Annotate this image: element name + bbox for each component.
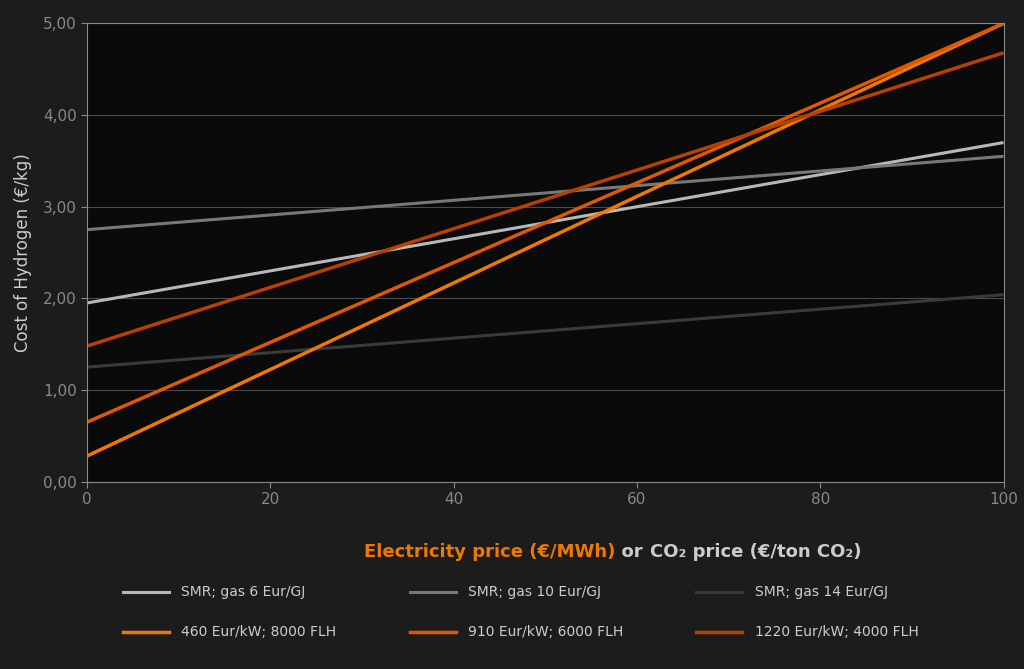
Text: SMR; gas 6 Eur/GJ: SMR; gas 6 Eur/GJ <box>181 585 305 599</box>
Text: 460 Eur/kW; 8000 FLH: 460 Eur/kW; 8000 FLH <box>181 626 336 639</box>
Text: or: or <box>609 543 655 561</box>
Text: 910 Eur/kW; 6000 FLH: 910 Eur/kW; 6000 FLH <box>468 626 624 639</box>
Text: Electricity price (€/MWh): Electricity price (€/MWh) <box>364 543 614 561</box>
Text: SMR; gas 10 Eur/GJ: SMR; gas 10 Eur/GJ <box>468 585 601 599</box>
Text: CO₂ price (€/ton CO₂): CO₂ price (€/ton CO₂) <box>650 543 862 561</box>
Text: SMR; gas 14 Eur/GJ: SMR; gas 14 Eur/GJ <box>755 585 888 599</box>
Y-axis label: Cost of Hydrogen (€/kg): Cost of Hydrogen (€/kg) <box>13 153 32 352</box>
Text: 1220 Eur/kW; 4000 FLH: 1220 Eur/kW; 4000 FLH <box>755 626 919 639</box>
